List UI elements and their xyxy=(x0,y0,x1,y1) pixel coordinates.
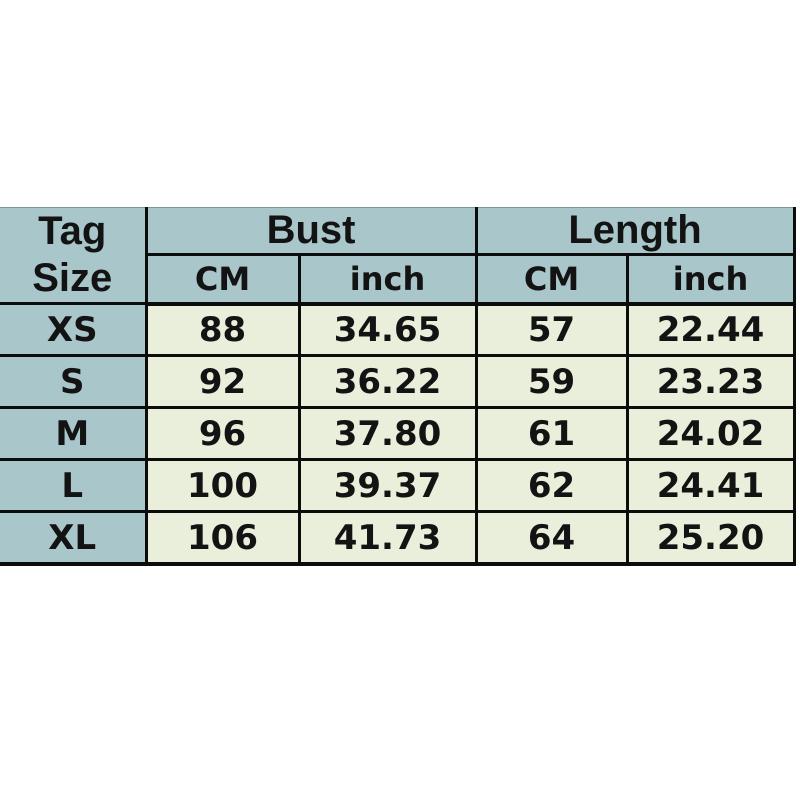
table-row-xs: XS 88 34.65 57 22.44 xyxy=(0,302,796,358)
cell-bust-inch: 34.65 xyxy=(297,302,478,358)
cell-bust-inch: 36.22 xyxy=(297,354,478,410)
cell-length-inch: 24.02 xyxy=(625,406,796,462)
cell-length-cm: 64 xyxy=(474,510,629,566)
cell-bust-cm: 88 xyxy=(144,302,301,358)
cell-length-cm: 62 xyxy=(474,458,629,514)
header-tag-size: Tag Size xyxy=(0,207,148,306)
size-chart-table: Tag Size Bust Length CM inch CM inch XS … xyxy=(0,207,796,566)
size-label: L xyxy=(0,458,148,514)
cell-bust-cm: 100 xyxy=(144,458,301,514)
table-row-xl: XL 106 41.73 64 25.20 xyxy=(0,510,796,566)
cell-length-cm: 57 xyxy=(474,302,629,358)
header-bust: Bust xyxy=(144,207,478,257)
cell-length-cm: 61 xyxy=(474,406,629,462)
subheader-bust-inch: inch xyxy=(297,253,478,306)
cell-bust-cm: 96 xyxy=(144,406,301,462)
cell-bust-inch: 39.37 xyxy=(297,458,478,514)
cell-bust-cm: 92 xyxy=(144,354,301,410)
size-label: XS xyxy=(0,302,148,358)
cell-length-inch: 24.41 xyxy=(625,458,796,514)
cell-bust-cm: 106 xyxy=(144,510,301,566)
group-header-row: Tag Size Bust Length xyxy=(0,207,796,306)
size-label: M xyxy=(0,406,148,462)
table-row-s: S 92 36.22 59 23.23 xyxy=(0,354,796,410)
table-row-l: L 100 39.37 62 24.41 xyxy=(0,458,796,514)
table-row-m: M 96 37.80 61 24.02 xyxy=(0,406,796,462)
header-length: Length xyxy=(474,207,796,257)
cell-bust-inch: 41.73 xyxy=(297,510,478,566)
size-label: S xyxy=(0,354,148,410)
subheader-bust-cm: CM xyxy=(146,253,301,306)
header-tag-size-line2: Size xyxy=(32,256,113,301)
cell-length-inch: 25.20 xyxy=(625,510,796,566)
size-label: XL xyxy=(0,510,148,566)
header-tag-size-line1: Tag xyxy=(38,209,107,253)
cell-bust-inch: 37.80 xyxy=(297,406,478,462)
subheader-length-cm: CM xyxy=(474,253,629,306)
cell-length-inch: 22.44 xyxy=(625,302,796,358)
cell-length-inch: 23.23 xyxy=(625,354,796,410)
subheader-length-inch: inch xyxy=(625,253,796,306)
cell-length-cm: 59 xyxy=(474,354,629,410)
sub-header-row: CM inch CM inch xyxy=(0,253,796,306)
